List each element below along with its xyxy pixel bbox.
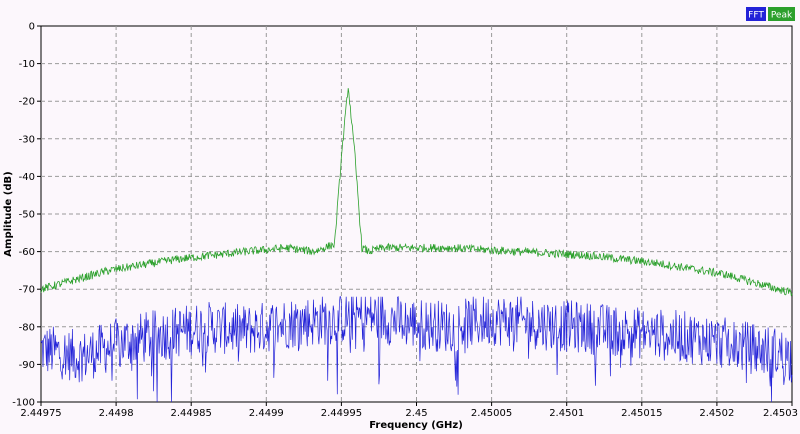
y-tick-label: -30 [19, 134, 35, 145]
y-axis-ticks: 0 -10 -20 -30 -40 -50 -60 -70 -80 -90 -100 [12, 22, 41, 409]
x-tick-label: 2.44975 [20, 408, 61, 419]
x-tick-label: 2.45005 [471, 408, 512, 419]
y-axis-label: Amplitude (dB) [3, 171, 14, 256]
series-layer [40, 88, 793, 403]
x-axis-ticks: 2.44975 2.4498 2.44985 2.4499 2.44995 2.45 2.4… [20, 402, 798, 419]
y-tick-label: -60 [19, 247, 35, 258]
x-axis-label: Frequency (GHz) [369, 420, 463, 431]
legend-label-fft: FFT [748, 11, 764, 21]
y-tick-label: -40 [19, 172, 35, 183]
y-tick-label: -90 [19, 360, 35, 371]
series-line-fft [40, 295, 793, 403]
x-tick-label: 2.4502 [699, 408, 734, 419]
y-tick-label: -10 [19, 59, 35, 70]
y-tick-label: -100 [12, 398, 35, 409]
legend-swatch-fft[interactable] [746, 7, 766, 21]
legend-label-peak: Peak [771, 11, 793, 21]
y-tick-label: 0 [29, 22, 35, 33]
x-tick-label: 2.45015 [621, 408, 662, 419]
y-tick-label: -70 [19, 285, 35, 296]
y-tick-label: -50 [19, 210, 35, 221]
x-tick-label: 2.4498 [99, 408, 134, 419]
y-tick-label: -20 [19, 97, 35, 108]
x-tick-label: 2.45 [405, 408, 427, 419]
x-tick-label: 2.44995 [321, 408, 362, 419]
x-tick-label: 2.4501 [549, 408, 584, 419]
grid [41, 26, 792, 402]
x-tick-label: 2.4503 [763, 408, 798, 419]
legend: FFT Peak [746, 7, 795, 21]
y-tick-label: -80 [19, 322, 35, 333]
legend-swatch-peak[interactable] [768, 7, 795, 21]
x-tick-label: 2.44985 [171, 408, 212, 419]
series-line-peak [40, 88, 793, 297]
x-tick-label: 2.4499 [249, 408, 284, 419]
